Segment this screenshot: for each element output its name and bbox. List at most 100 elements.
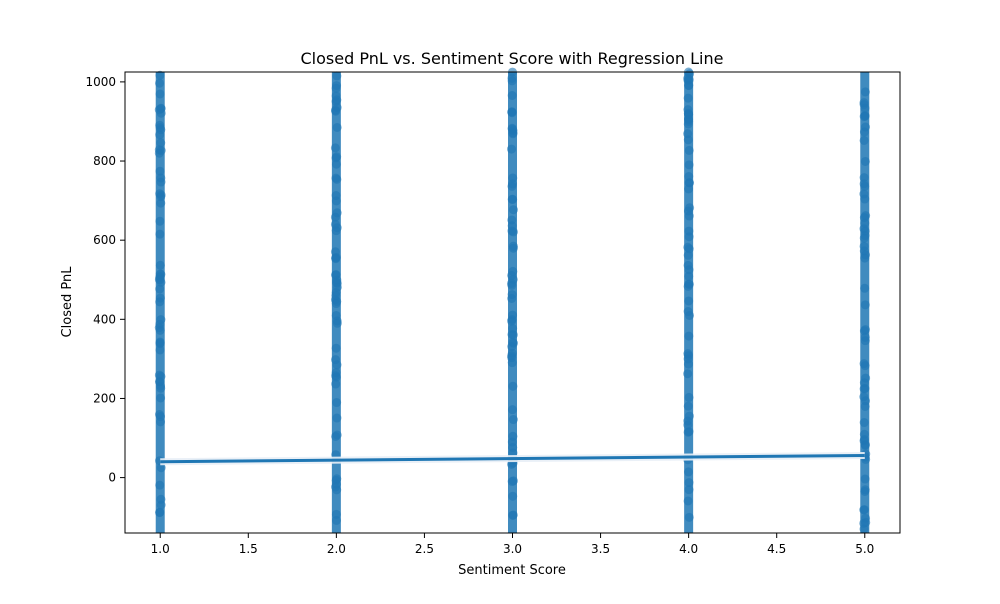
data-point — [859, 241, 869, 251]
data-point — [859, 418, 869, 428]
data-point — [156, 190, 166, 200]
data-point — [860, 87, 870, 97]
data-point — [860, 283, 870, 293]
data-point — [330, 143, 340, 153]
data-point — [684, 160, 694, 170]
data-point — [331, 277, 341, 287]
data-point — [685, 203, 695, 213]
data-point — [860, 181, 870, 191]
data-point — [684, 145, 694, 155]
data-point — [331, 371, 341, 381]
data-point — [156, 198, 166, 208]
data-point — [508, 442, 518, 452]
data-point — [156, 315, 166, 325]
data-point — [859, 98, 869, 108]
data-point — [861, 517, 871, 527]
data-point — [155, 297, 165, 307]
data-point — [155, 78, 165, 88]
data-point — [155, 338, 165, 348]
data-point — [507, 144, 517, 154]
data-point — [860, 474, 870, 484]
data-point — [860, 332, 870, 342]
data-point — [860, 122, 870, 132]
data-point — [860, 218, 870, 228]
data-point — [508, 491, 518, 501]
x-axis: 1.0 1.5 2.0 2.5 3.0 3.5 4.0 4.5 5.0 — [151, 533, 874, 556]
data-point — [683, 129, 693, 139]
data-point — [683, 349, 693, 359]
data-point — [331, 343, 341, 353]
data-point — [684, 279, 694, 289]
data-point — [508, 330, 518, 340]
data-point — [332, 208, 342, 218]
data-point — [332, 95, 342, 105]
data-point — [332, 398, 342, 408]
data-point — [332, 122, 342, 132]
data-point — [332, 174, 342, 184]
x-tick-label: 2.0 — [327, 542, 346, 556]
data-point — [331, 270, 341, 280]
data-point — [859, 429, 869, 439]
data-point — [860, 300, 870, 310]
data-point — [861, 373, 871, 383]
y-axis-label: Closed PnL — [60, 266, 75, 338]
data-point — [683, 359, 693, 369]
data-point — [683, 242, 693, 252]
y-tick-label: 0 — [108, 471, 116, 485]
x-tick-label: 2.5 — [415, 542, 434, 556]
data-point — [155, 229, 165, 239]
data-point — [508, 227, 518, 237]
data-point — [156, 277, 166, 287]
data-point — [859, 505, 869, 515]
data-point — [683, 420, 693, 430]
data-point — [684, 271, 694, 281]
data-point — [508, 179, 518, 189]
data-point — [508, 431, 518, 441]
data-point — [859, 173, 869, 183]
data-point — [156, 393, 166, 403]
data-point — [508, 241, 518, 251]
data-point — [155, 89, 165, 99]
x-axis-label: Sentiment Score — [458, 563, 566, 578]
data-point — [156, 125, 166, 135]
data-point — [507, 351, 517, 361]
data-point — [331, 509, 341, 519]
data-point — [332, 71, 342, 81]
data-point — [507, 358, 517, 368]
data-point — [684, 81, 694, 91]
data-point — [507, 73, 517, 83]
data-point — [156, 383, 166, 393]
data-point — [508, 205, 518, 215]
data-point — [684, 478, 694, 488]
data-point — [507, 108, 517, 118]
data-point — [683, 93, 693, 103]
data-point — [508, 510, 518, 520]
data-point — [331, 290, 341, 300]
data-point — [332, 430, 342, 440]
data-point — [331, 83, 341, 93]
x-tick-label: 1.0 — [151, 542, 170, 556]
data-point — [508, 415, 518, 425]
data-point — [684, 226, 694, 236]
data-point — [155, 345, 165, 355]
data-point — [860, 485, 870, 495]
data-point — [331, 254, 341, 264]
regression-layer — [160, 451, 865, 466]
scatter-layer — [154, 67, 871, 534]
data-point — [859, 384, 869, 394]
data-point — [154, 105, 164, 115]
data-point — [507, 342, 517, 352]
data-point — [156, 463, 166, 473]
data-point — [683, 74, 693, 84]
data-point — [156, 371, 166, 381]
y-tick-label: 200 — [93, 391, 116, 405]
data-point — [861, 250, 871, 260]
data-point — [331, 159, 341, 169]
data-point — [507, 477, 517, 487]
data-point — [154, 323, 164, 333]
x-tick-label: 3.5 — [591, 542, 610, 556]
data-point — [859, 112, 869, 122]
data-point — [860, 401, 870, 411]
